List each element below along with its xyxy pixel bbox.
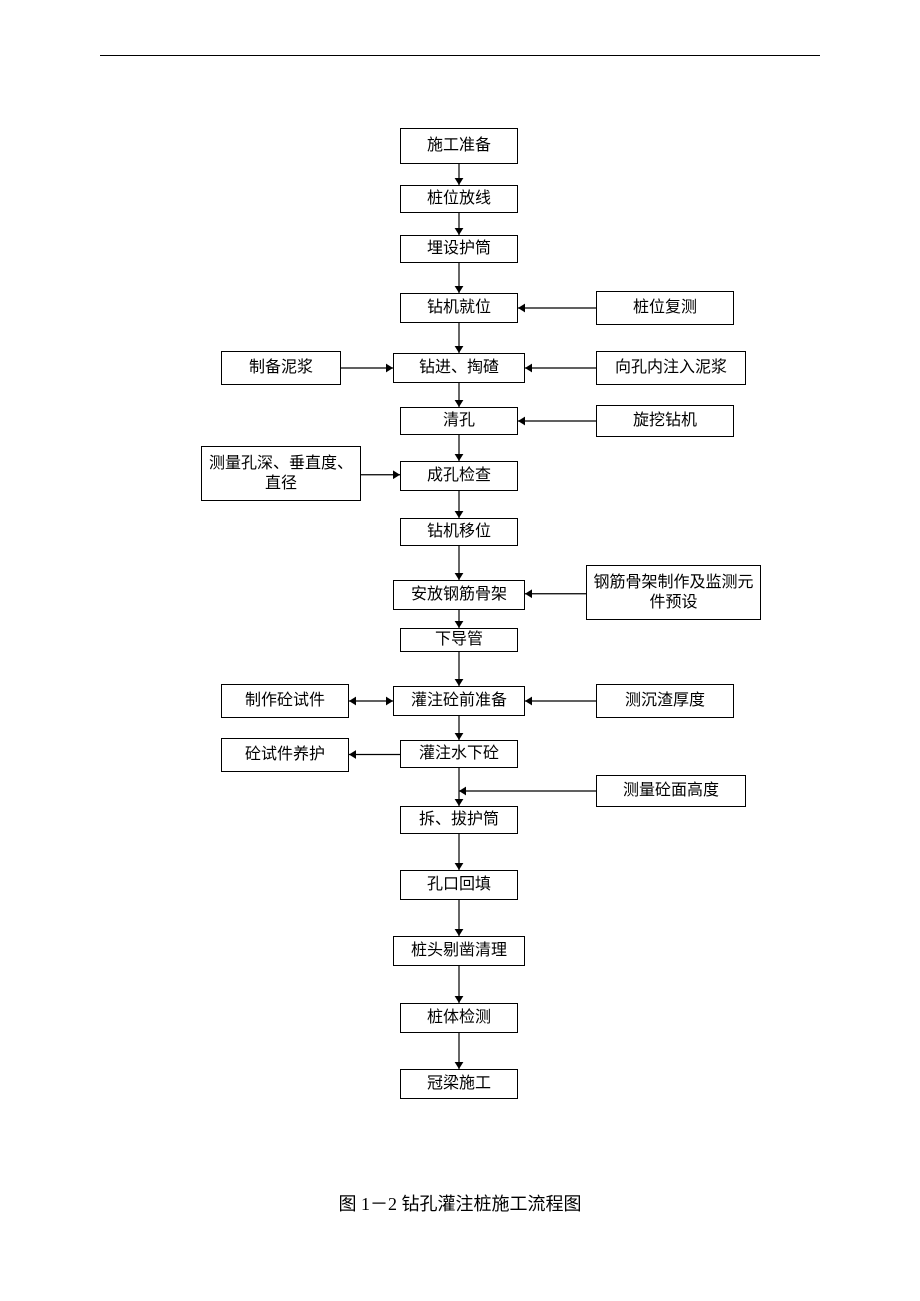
node-label: 测沉渣厚度 (621, 691, 709, 711)
node-label: 测量孔深、垂直度、直径 (202, 454, 360, 494)
flow-node-n5: 钻进、掏碴 (393, 353, 525, 383)
node-label: 钻进、掏碴 (415, 358, 503, 378)
flow-node-s5r: 向孔内注入泥浆 (596, 351, 746, 385)
flow-node-n8: 钻机移位 (400, 518, 518, 546)
flow-node-n7: 成孔检查 (400, 461, 518, 491)
node-label: 冠梁施工 (423, 1074, 495, 1094)
flow-node-n2: 桩位放线 (400, 185, 518, 213)
flow-node-n9: 安放钢筋骨架 (393, 580, 525, 610)
flow-node-n16: 桩体检测 (400, 1003, 518, 1033)
node-label: 砼试件养护 (241, 745, 329, 765)
node-label: 孔口回填 (423, 875, 495, 895)
flowchart-canvas: 施工准备桩位放线埋设护筒钻机就位 桩位复测钻进、掏碴 制备泥浆 向孔内注入泥浆清孔 旋挖… (0, 0, 920, 1301)
node-label: 施工准备 (423, 136, 495, 156)
node-label: 拆、拔护筒 (415, 810, 503, 830)
flow-node-s9r: 钢筋骨架制作及监测元件预设 (586, 565, 761, 620)
node-label: 钻机移位 (423, 522, 495, 542)
flow-node-s11l: 制作砼试件 (221, 684, 349, 718)
node-label: 旋挖钻机 (629, 411, 701, 431)
flow-node-n3: 埋设护筒 (400, 235, 518, 263)
node-label: 测量砼面高度 (619, 781, 723, 801)
flow-node-s7l: 测量孔深、垂直度、直径 (201, 446, 361, 501)
flow-node-s12l: 砼试件养护 (221, 738, 349, 772)
node-label: 清孔 (439, 411, 479, 431)
flow-node-n10: 下导管 (400, 628, 518, 652)
node-label: 钻机就位 (423, 298, 495, 318)
flow-node-n17: 冠梁施工 (400, 1069, 518, 1099)
flow-node-s12r: 测量砼面高度 (596, 775, 746, 807)
node-label: 桩头剔凿清理 (407, 941, 511, 961)
node-label: 下导管 (431, 630, 487, 650)
flow-node-n15: 桩头剔凿清理 (393, 936, 525, 966)
node-label: 制备泥浆 (245, 358, 317, 378)
node-label: 钢筋骨架制作及监测元件预设 (587, 573, 760, 613)
node-label: 桩体检测 (423, 1008, 495, 1028)
flow-node-n14: 孔口回填 (400, 870, 518, 900)
flow-node-n6: 清孔 (400, 407, 518, 435)
flow-node-n12: 灌注水下砼 (400, 740, 518, 768)
node-label: 灌注水下砼 (415, 744, 503, 764)
flow-node-s4r: 桩位复测 (596, 291, 734, 325)
node-label: 桩位放线 (423, 189, 495, 209)
node-label: 成孔检查 (423, 466, 495, 486)
figure-caption: 图 1－2 钻孔灌注桩施工流程图 (0, 1190, 920, 1216)
flow-node-s11r: 测沉渣厚度 (596, 684, 734, 718)
flow-node-n11: 灌注砼前准备 (393, 686, 525, 716)
flow-node-n1: 施工准备 (400, 128, 518, 164)
node-label: 埋设护筒 (423, 239, 495, 259)
flow-node-s5l: 制备泥浆 (221, 351, 341, 385)
node-label: 灌注砼前准备 (407, 691, 511, 711)
node-label: 制作砼试件 (241, 691, 329, 711)
node-label: 安放钢筋骨架 (407, 585, 511, 605)
node-label: 桩位复测 (629, 298, 701, 318)
flow-node-n4: 钻机就位 (400, 293, 518, 323)
flow-node-n13: 拆、拔护筒 (400, 806, 518, 834)
flow-node-s6r: 旋挖钻机 (596, 405, 734, 437)
node-label: 向孔内注入泥浆 (611, 358, 731, 378)
